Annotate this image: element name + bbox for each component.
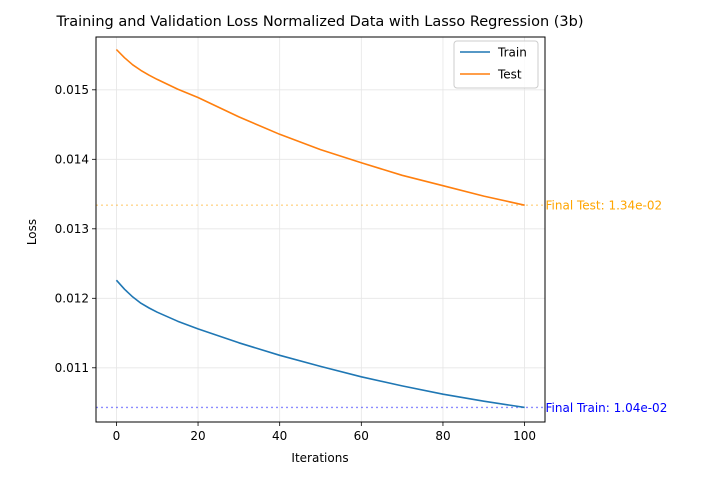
x-tick-label: 20 [190, 429, 205, 443]
x-tick-label: 0 [113, 429, 121, 443]
x-axis-label: Iterations [291, 451, 348, 465]
legend-label-train: Train [497, 46, 527, 60]
y-tick-label: 0.011 [55, 361, 89, 375]
series-line-train [115, 279, 525, 409]
series-lines [115, 48, 525, 409]
plot-area-frame [95, 36, 546, 423]
chart-title: Training and Validation Loss Normalized … [56, 14, 584, 30]
y-axis-label: Loss [25, 219, 39, 245]
legend-label-test: Test [497, 68, 522, 82]
x-axis-ticks: 0 20 40 60 80 100 [113, 422, 536, 443]
x-tick-label: 40 [272, 429, 287, 443]
y-tick-label: 0.013 [55, 222, 89, 236]
y-tick-label: 0.014 [55, 152, 89, 166]
grid [96, 37, 545, 422]
x-tick-label: 80 [435, 429, 450, 443]
series-line-test [115, 48, 525, 206]
reference-labels: Final Train: 1.04e-02 Final Test: 1.34e-0… [546, 199, 668, 415]
x-tick-label: 100 [513, 429, 536, 443]
x-tick-label: 60 [354, 429, 369, 443]
legend: Train Test [453, 40, 539, 89]
y-tick-label: 0.015 [55, 83, 89, 97]
final-test-label: Final Test: 1.34e-02 [546, 199, 663, 213]
y-axis-ticks: 0.011 0.012 0.013 0.014 0.015 [55, 83, 96, 375]
final-train-label: Final Train: 1.04e-02 [546, 401, 668, 415]
y-tick-label: 0.012 [55, 291, 89, 305]
reference-lines [96, 204, 545, 409]
